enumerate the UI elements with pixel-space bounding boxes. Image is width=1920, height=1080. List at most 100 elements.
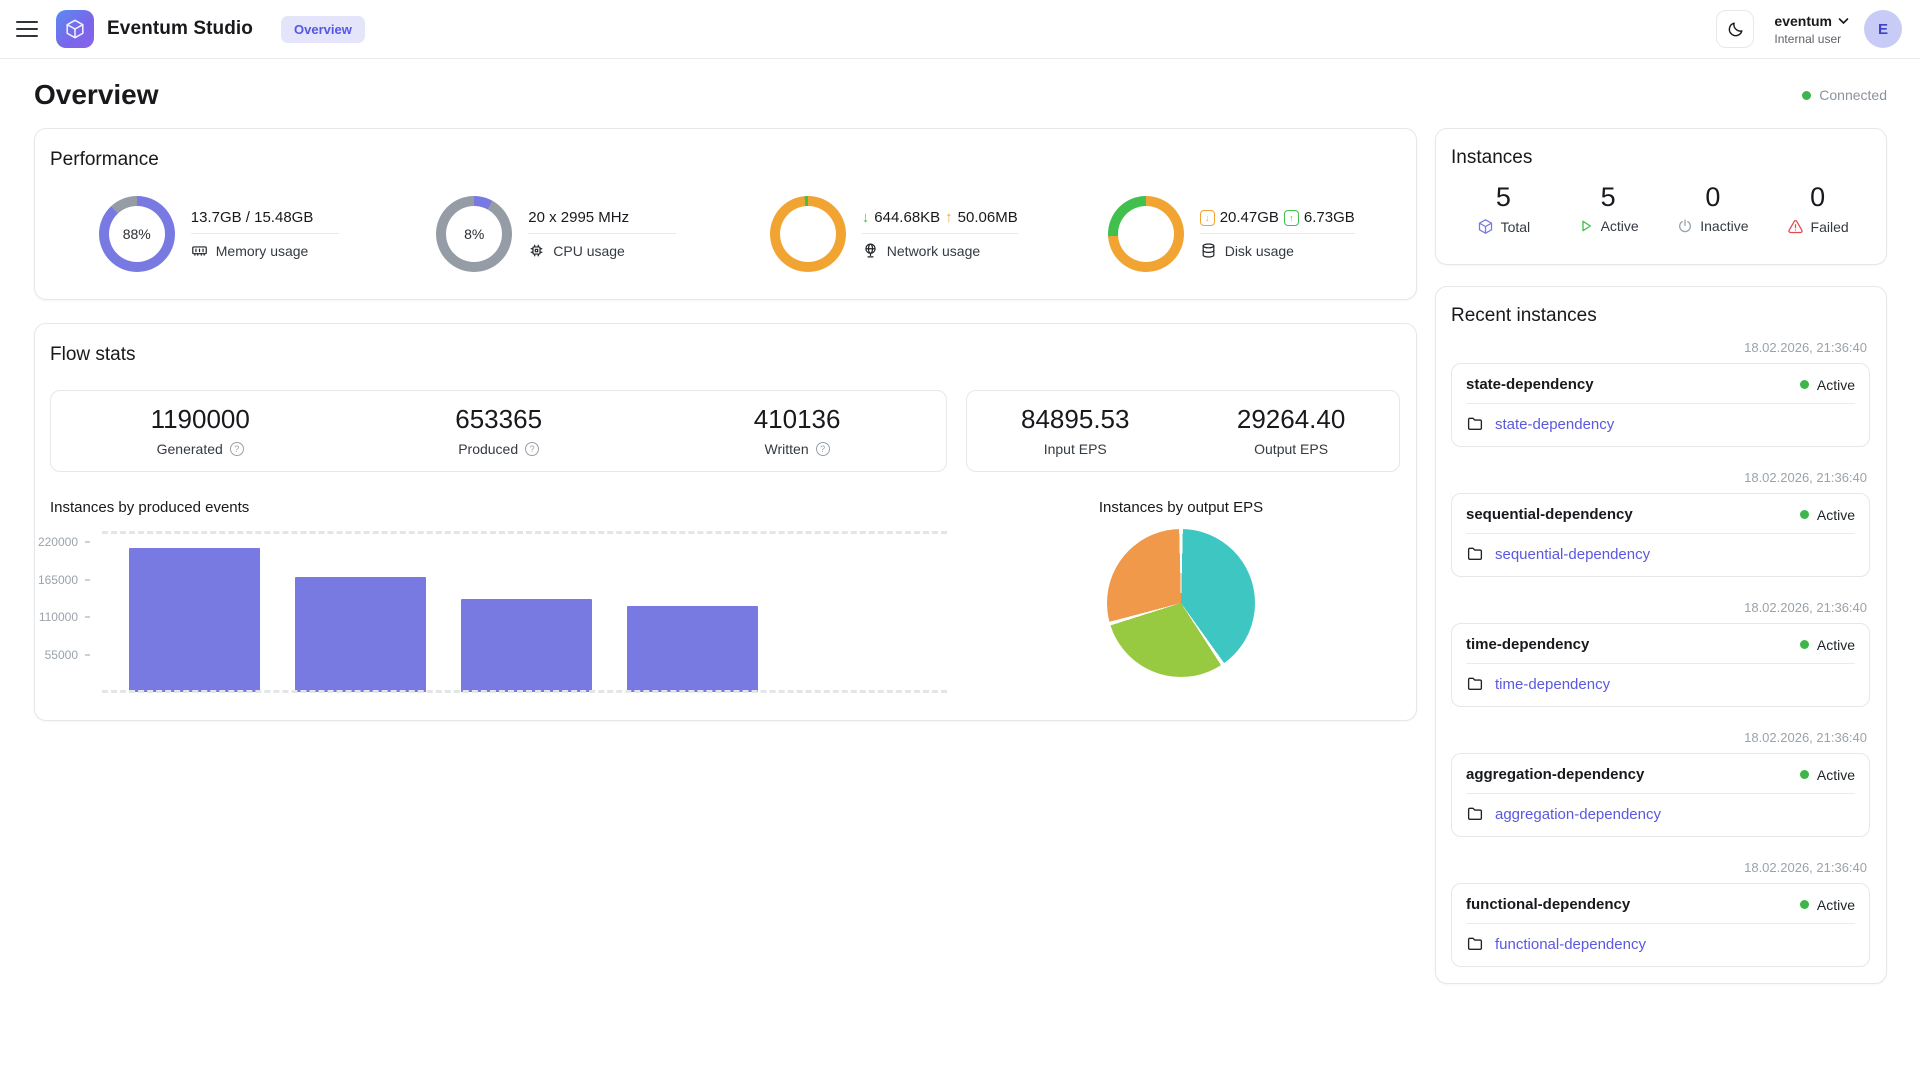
- output-eps-value: 29264.40: [1236, 403, 1346, 434]
- instances-active: 5 Active: [1556, 182, 1661, 240]
- app-title: Eventum Studio: [107, 18, 254, 39]
- menu-icon[interactable]: [16, 16, 38, 42]
- timestamp: 18.02.2026, 21:36:40: [1744, 600, 1867, 615]
- memory-percent: 88%: [122, 226, 151, 242]
- instance-link[interactable]: aggregation-dependency: [1495, 805, 1661, 823]
- divider: [1466, 533, 1855, 534]
- bar-chart-title: Instances by produced events: [50, 499, 250, 516]
- flow-counters-box: 1190000 Generated 653365 Produced: [50, 390, 948, 472]
- produced-stat: 653365 Produced: [349, 404, 647, 459]
- top-bar: Eventum Studio Overview eventum Internal…: [0, 0, 1920, 59]
- disk-write: 6.73GB: [1303, 209, 1355, 226]
- divider: [1199, 233, 1355, 234]
- bar-4: [627, 605, 758, 692]
- nav-badge-overview[interactable]: Overview: [281, 15, 365, 43]
- bar-chart-plot: 220000 165000 110000 55000: [38, 531, 947, 693]
- instances-total: 5 Total: [1451, 182, 1556, 240]
- instance-name: functional-dependency: [1466, 896, 1631, 913]
- user-role: Internal user: [1774, 31, 1842, 46]
- divider: [1466, 403, 1855, 404]
- memory-value: 13.7GB / 15.48GB: [190, 209, 314, 226]
- help-icon[interactable]: [815, 441, 830, 456]
- output-eps-pie-chart: Instances by output EPS: [1066, 499, 1296, 677]
- avatar[interactable]: E: [1864, 10, 1902, 48]
- cube-icon: [64, 18, 86, 40]
- divider: [528, 233, 677, 234]
- instances-title: Instances: [1451, 147, 1533, 168]
- warning-icon: [1787, 218, 1804, 235]
- divider: [1466, 663, 1855, 664]
- disk-read: 20.47GB: [1219, 209, 1279, 226]
- instance-name: aggregation-dependency: [1466, 766, 1645, 783]
- cpu-value: 20 x 2995 MHz: [528, 209, 630, 226]
- input-eps-value: 84895.53: [1021, 403, 1130, 434]
- disk-read-icon: ↓: [1199, 209, 1215, 226]
- theme-toggle-button[interactable]: [1716, 10, 1755, 48]
- folder-icon: [1466, 805, 1484, 823]
- help-icon[interactable]: [525, 441, 540, 456]
- generated-label: Generated: [156, 440, 223, 457]
- arrow-up-icon: ↑: [945, 209, 953, 226]
- divider: [190, 233, 339, 234]
- network-gauge: ↓ 644.68KB ↑ 50.06MB: [725, 196, 1063, 272]
- status-badge: Active: [1799, 507, 1855, 523]
- instance-item: sequential-dependency Active sequenti: [1451, 493, 1870, 577]
- cpu-donut: 8%: [436, 196, 513, 272]
- instance-link[interactable]: functional-dependency: [1495, 935, 1646, 953]
- recent-instances-title: Recent instances: [1451, 305, 1597, 326]
- recent-entry: 18.02.2026, 21:36:40 aggregation-depende…: [1451, 730, 1870, 837]
- user-menu[interactable]: eventum Internal user: [1774, 13, 1849, 46]
- input-eps-label: Input EPS: [1043, 440, 1107, 457]
- disk-label: Disk usage: [1224, 242, 1294, 259]
- status-badge: Active: [1799, 897, 1855, 913]
- memory-icon: [191, 242, 208, 259]
- timestamp: 18.02.2026, 21:36:40: [1744, 730, 1867, 745]
- help-icon[interactable]: [229, 441, 244, 456]
- produced-value: 653365: [455, 403, 543, 434]
- cpu-gauge: 8% 20 x 2995 MHz: [388, 196, 726, 272]
- connection-status: Connected: [1802, 87, 1887, 103]
- disk-write-icon: ↑: [1283, 209, 1299, 226]
- network-label: Network usage: [886, 242, 981, 259]
- output-eps-label: Output EPS: [1254, 440, 1329, 457]
- produced-events-bar-chart: Instances by produced events 220000 1650…: [38, 499, 947, 693]
- memory-gauge: 88% 13.7GB / 15.48GB: [50, 196, 388, 272]
- divider: [1466, 793, 1855, 794]
- instance-link[interactable]: state-dependency: [1495, 415, 1615, 433]
- instance-item: functional-dependency Active function: [1451, 883, 1870, 967]
- recent-instances-card: Recent instances 18.02.2026, 21:36:40 st…: [1435, 286, 1887, 984]
- instance-link[interactable]: time-dependency: [1495, 675, 1611, 693]
- recent-entry: 18.02.2026, 21:36:40 sequential-dependen…: [1451, 470, 1870, 577]
- recent-entry: 18.02.2026, 21:36:40 functional-dependen…: [1451, 860, 1870, 967]
- divider: [1466, 923, 1855, 924]
- instances-card: Instances 5 Total: [1435, 128, 1887, 265]
- chevron-down-icon: [1838, 17, 1849, 25]
- instance-item: time-dependency Active time-dependenc: [1451, 623, 1870, 707]
- active-dot-icon: [1799, 770, 1809, 779]
- cpu-label: CPU usage: [553, 242, 625, 259]
- performance-card: Performance 88% 13.7GB / 15.48GB: [34, 128, 1417, 300]
- y-axis-tick: 220000: [38, 535, 90, 549]
- instances-inactive: 0 Inactive: [1661, 182, 1766, 240]
- written-value: 410136: [753, 403, 841, 434]
- status-badge: Active: [1799, 767, 1855, 783]
- page-title: Overview: [34, 79, 159, 110]
- performance-title: Performance: [50, 149, 159, 170]
- network-upload: 50.06MB: [957, 209, 1018, 226]
- bar-3: [461, 599, 592, 692]
- instance-link[interactable]: sequential-dependency: [1495, 545, 1651, 563]
- timestamp: 18.02.2026, 21:36:40: [1744, 860, 1867, 875]
- status-badge: Active: [1799, 637, 1855, 653]
- recent-entry: 18.02.2026, 21:36:40 state-dependency Ac…: [1451, 340, 1870, 447]
- instance-name: sequential-dependency: [1466, 506, 1633, 523]
- timestamp: 18.02.2026, 21:36:40: [1744, 470, 1867, 485]
- timestamp: 18.02.2026, 21:36:40: [1744, 340, 1867, 355]
- written-label: Written: [764, 440, 809, 457]
- instance-item: state-dependency Active state-depende: [1451, 363, 1870, 447]
- pie-chart-title: Instances by output EPS: [1098, 499, 1264, 516]
- y-axis-tick: 110000: [39, 610, 90, 624]
- network-value: ↓ 644.68KB ↑ 50.06MB: [862, 209, 1018, 226]
- network-donut: [769, 196, 846, 272]
- disk-gauge: ↓ 20.47GB ↑ 6.73GB: [1063, 196, 1401, 272]
- input-eps-stat: 84895.53 Input EPS: [967, 404, 1183, 459]
